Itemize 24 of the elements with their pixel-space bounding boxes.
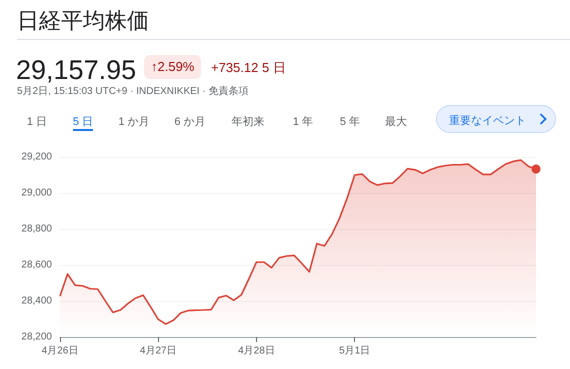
text: 最大	[385, 115, 407, 129]
text: 5 年	[340, 115, 360, 129]
x-tick-label: 4月26日	[42, 346, 78, 356]
x-tick-label: 5月1日	[339, 346, 370, 356]
x-tick-label: 4月28日	[238, 346, 275, 356]
text: 重要なイベント	[449, 114, 526, 128]
chart-title: 日経平均株価	[17, 7, 149, 35]
y-tick-label: 28,400	[21, 296, 52, 306]
text: 1 か月	[118, 115, 150, 129]
chart-subtitle: 5月2日, 15:15:03 UTC+9 · INDEXNIKKEI · 免責条項	[17, 84, 248, 98]
y-tick-label: 28,600	[21, 260, 52, 270]
x-tick-label: 4月27日	[140, 346, 177, 356]
text: 1 日	[26, 115, 48, 129]
text: 6 か月	[174, 115, 206, 129]
y-tick-label: 28,800	[21, 224, 52, 234]
y-tick-label: 29,000	[21, 188, 52, 198]
y-tick-label: 28,200	[21, 332, 52, 342]
y-tick-label: 29,200	[21, 152, 52, 162]
text: ↑2.59%	[144, 55, 202, 79]
text: 1 年	[292, 115, 314, 129]
text: 29,157.95	[16, 55, 136, 86]
text: 5 日	[72, 115, 94, 129]
text: +735.12 5 日	[211, 59, 286, 77]
text: 年初来	[232, 114, 264, 129]
